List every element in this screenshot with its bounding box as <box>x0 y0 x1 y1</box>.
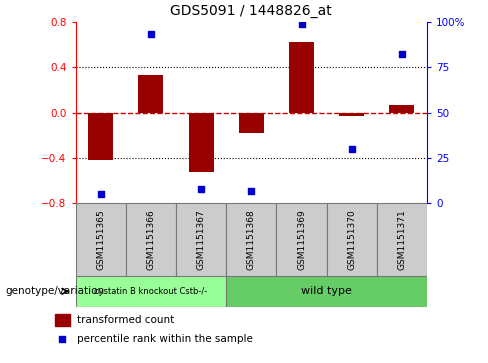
Text: GSM1151368: GSM1151368 <box>247 209 256 270</box>
Bar <box>377 203 427 276</box>
Point <box>398 52 406 57</box>
Bar <box>76 276 226 307</box>
Point <box>197 186 205 192</box>
Bar <box>389 105 414 113</box>
Bar <box>176 203 226 276</box>
Point <box>97 191 104 197</box>
Point <box>247 188 255 193</box>
Text: GSM1151366: GSM1151366 <box>146 209 156 270</box>
Text: transformed count: transformed count <box>77 315 174 325</box>
Bar <box>139 75 163 113</box>
Bar <box>226 276 427 307</box>
Text: GSM1151371: GSM1151371 <box>397 209 407 270</box>
Point <box>147 32 155 37</box>
Bar <box>76 203 126 276</box>
Bar <box>239 113 264 133</box>
Bar <box>126 203 176 276</box>
Title: GDS5091 / 1448826_at: GDS5091 / 1448826_at <box>170 4 332 18</box>
Bar <box>289 42 314 113</box>
Text: GSM1151367: GSM1151367 <box>197 209 205 270</box>
Point <box>298 21 305 26</box>
Text: GSM1151370: GSM1151370 <box>347 209 356 270</box>
Bar <box>276 203 326 276</box>
Text: percentile rank within the sample: percentile rank within the sample <box>77 334 253 344</box>
Bar <box>55 314 69 326</box>
Text: wild type: wild type <box>301 286 352 296</box>
Point <box>348 146 356 152</box>
Bar <box>326 203 377 276</box>
Text: GSM1151365: GSM1151365 <box>96 209 105 270</box>
Point <box>59 336 66 342</box>
Bar <box>88 113 113 160</box>
Bar <box>188 113 214 172</box>
Bar <box>226 203 276 276</box>
Text: GSM1151369: GSM1151369 <box>297 209 306 270</box>
Text: cystatin B knockout Cstb-/-: cystatin B knockout Cstb-/- <box>94 287 207 296</box>
Bar <box>339 113 364 116</box>
Text: genotype/variation: genotype/variation <box>5 286 104 296</box>
